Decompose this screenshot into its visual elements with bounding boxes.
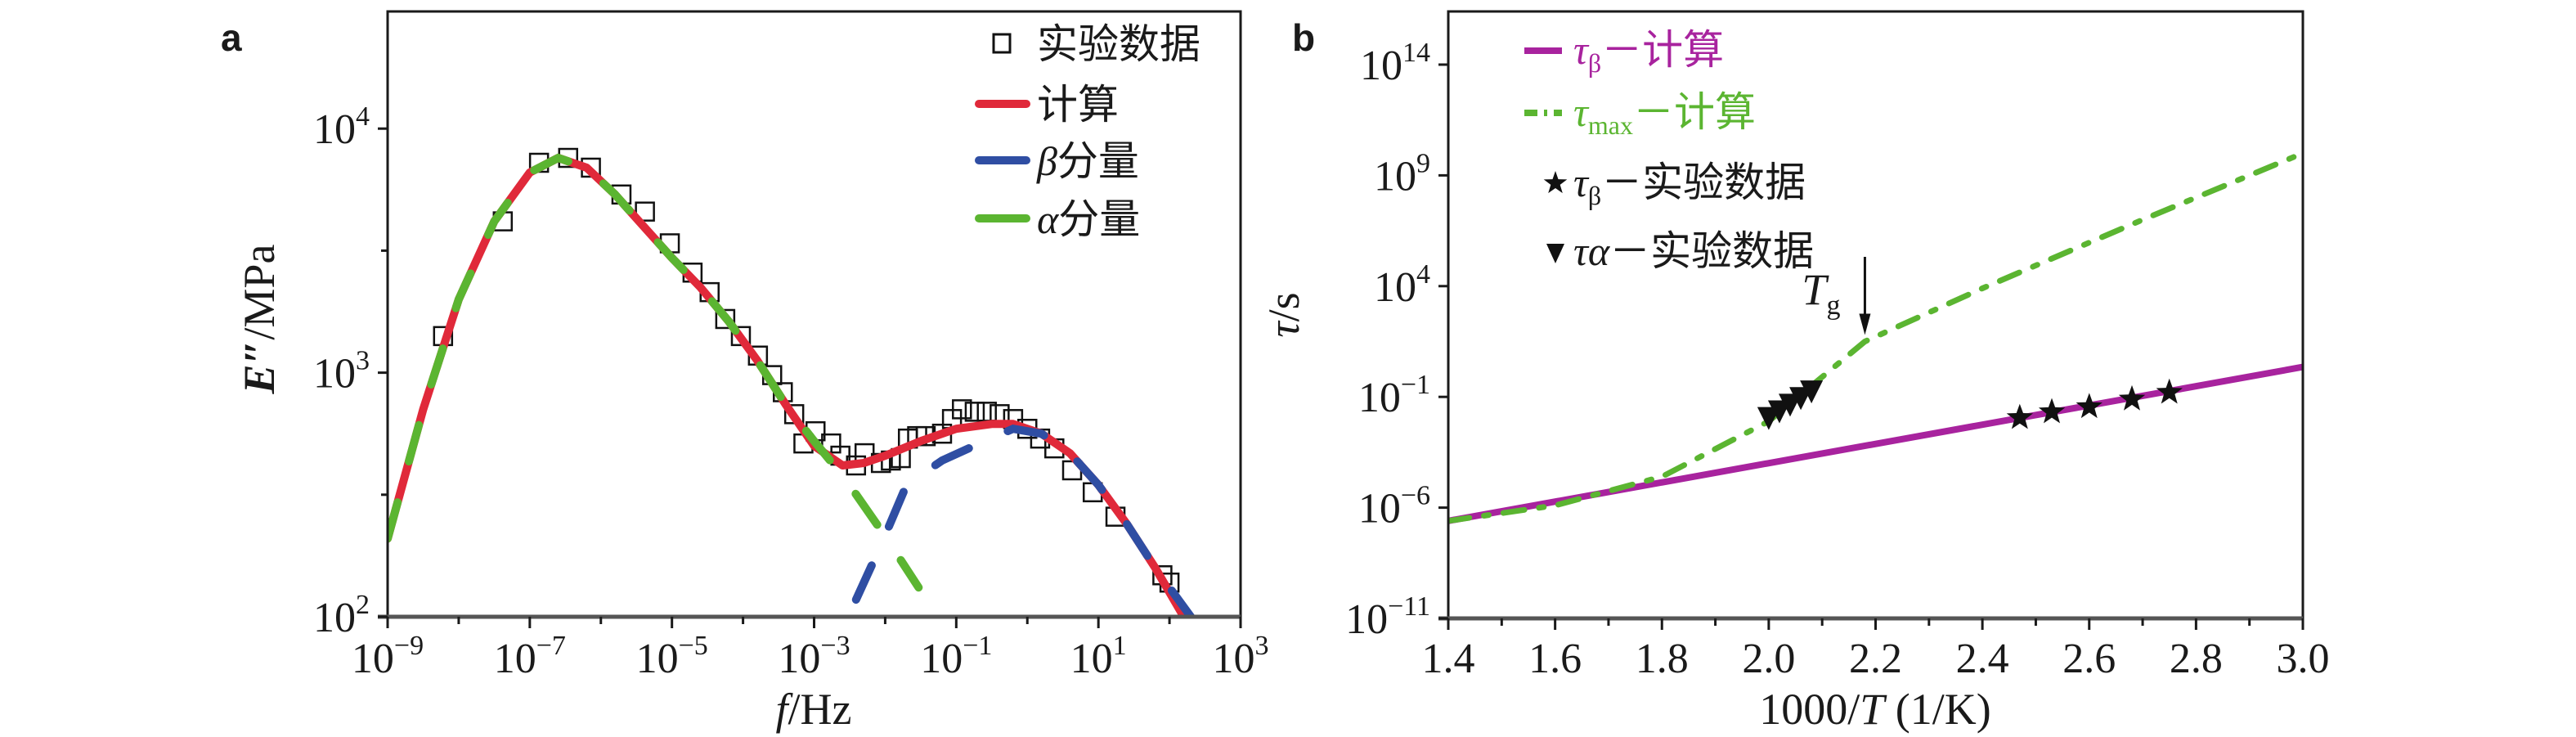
y-tick-label: 1014 <box>1360 38 1430 89</box>
legend-item: 计算 <box>975 82 1119 128</box>
legend-label: 计算 <box>1037 82 1119 128</box>
x-tick-label: 10−1 <box>920 631 992 682</box>
legend-square-icon <box>992 33 1012 54</box>
legend-label: τmax－计算 <box>1573 89 1756 140</box>
y-tick-label: 10−6 <box>1358 481 1430 533</box>
y-tick-label: 109 <box>1374 148 1430 200</box>
legend-triangle-icon <box>1546 244 1564 263</box>
data-point-square <box>635 201 655 222</box>
data-point-square <box>715 308 736 330</box>
y-tick-label: 10−1 <box>1358 370 1430 421</box>
tau-beta-data-star <box>2076 393 2103 419</box>
legend-label: τβ－计算 <box>1573 27 1724 78</box>
panel-a-x-axis-title: f/Hz <box>776 685 852 734</box>
x-tick-label: 103 <box>1213 631 1269 682</box>
x-tick-label: 2.0 <box>1742 636 1795 682</box>
legend-label: α分量 <box>1037 196 1140 242</box>
legend-item: β分量 <box>975 138 1139 184</box>
tau-beta-data-star <box>2156 378 2183 404</box>
x-tick-label: 2.6 <box>2062 636 2116 682</box>
legend-item: τβ－实验数据 <box>1543 160 1806 210</box>
y-tick-label: 104 <box>1374 259 1430 311</box>
x-tick-label: 10−5 <box>636 631 708 682</box>
alpha-component-line <box>388 153 923 592</box>
x-tick-label: 2.4 <box>1956 636 2009 682</box>
data-point-square <box>730 326 752 347</box>
legend-label: β分量 <box>1036 138 1139 184</box>
panel-b-plot-area <box>1448 150 2303 524</box>
legend-star-icon <box>1543 171 1568 194</box>
tau-alpha-data-triangle <box>1800 380 1824 404</box>
tau-beta-data-star <box>2118 384 2146 411</box>
tau-max-calc-line <box>1448 150 2303 524</box>
y-tick-label: 103 <box>313 346 370 398</box>
panel-a-y-ticks: 102 103 104 <box>313 101 388 641</box>
legend-item: α分量 <box>975 196 1140 242</box>
panel-a-y-axis-title: E″/MPa <box>235 245 284 395</box>
data-point-square <box>964 402 985 422</box>
tg-annotation: Tg <box>1802 257 1871 335</box>
panel-b-y-ticks: 10−11 10−6 10−1 104 109 1014 <box>1345 38 1448 643</box>
panel-b-tag: b <box>1292 16 1315 59</box>
x-tick-label: 3.0 <box>2277 636 2330 682</box>
panel-b-x-ticks: 1.4 1.6 1.8 2.0 2.2 2.4 2.6 2.8 3.0 <box>1422 618 2330 682</box>
panel-b: b 1.4 1.6 1.8 2.0 2.2 2.4 2.6 2.8 3.0 10−1110−61… <box>1259 10 2330 734</box>
x-tick-label: 10−3 <box>778 631 850 682</box>
x-tick-label: 1.4 <box>1422 636 1475 682</box>
panel-a-x-ticks: 10−9 10−7 10−5 10−3 10−1 101 103 <box>352 617 1269 682</box>
tg-label: Tg <box>1802 265 1840 321</box>
legend-label: 实验数据 <box>1037 21 1200 67</box>
panel-a-plot-area <box>388 147 1196 617</box>
x-tick-label: 101 <box>1070 631 1127 682</box>
panel-b-x-axis-title: 1000/T (1/K) <box>1759 685 1991 734</box>
x-tick-label: 10−9 <box>352 631 424 682</box>
x-tick-label: 10−7 <box>494 631 566 682</box>
legend-label: τα－实验数据 <box>1573 228 1814 274</box>
x-tick-label: 2.8 <box>2170 636 2223 682</box>
x-tick-label: 2.2 <box>1849 636 1902 682</box>
x-tick-label: 1.8 <box>1636 636 1689 682</box>
panel-b-legend: τβ－计算 τmax－计算 τβ－实验数据 τα－实验数据 <box>1524 27 1814 274</box>
y-tick-label: 102 <box>313 590 370 641</box>
legend-item: τmax－计算 <box>1524 89 1756 140</box>
tg-arrow-head <box>1859 313 1871 335</box>
data-point-square <box>952 399 972 420</box>
legend-item: 实验数据 <box>992 21 1200 67</box>
legend-label: τβ－实验数据 <box>1573 160 1806 210</box>
beta-component-line <box>851 425 1196 617</box>
panel-a: a 10−9 10−7 10−5 10−3 10−1 101 103 102 103 104 f… <box>221 10 1269 734</box>
legend-item: τβ－计算 <box>1524 27 1724 78</box>
y-tick-label: 10−11 <box>1345 591 1430 643</box>
x-tick-label: 1.6 <box>1528 636 1582 682</box>
tau-beta-data-star <box>2006 403 2033 429</box>
panel-b-y-axis-title: τ/s <box>1259 292 1308 337</box>
y-tick-label: 104 <box>313 101 370 153</box>
tau-beta-data-star <box>2038 398 2066 424</box>
legend-item: τα－实验数据 <box>1546 228 1814 274</box>
panel-a-tag: a <box>221 16 242 59</box>
